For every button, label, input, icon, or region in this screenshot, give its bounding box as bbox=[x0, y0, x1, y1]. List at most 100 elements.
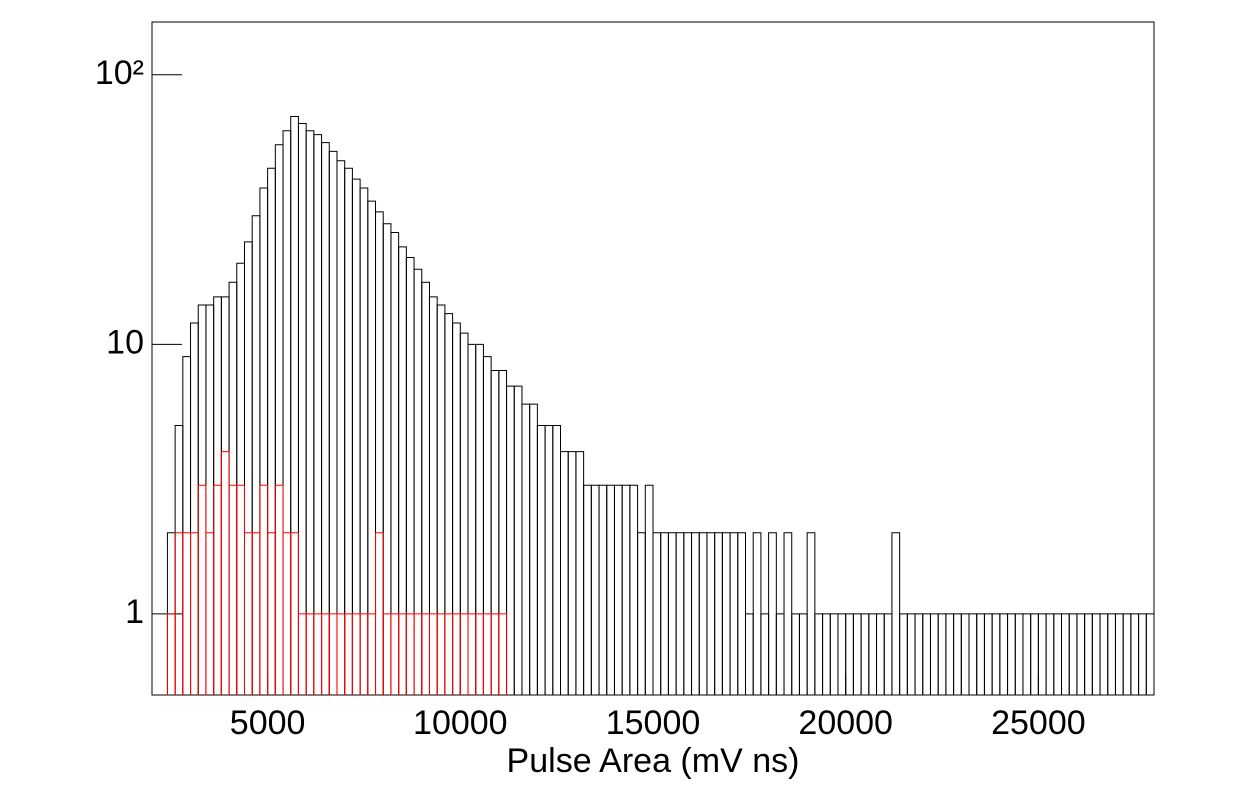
histogram-bin bbox=[822, 613, 831, 695]
histogram-bin bbox=[305, 130, 315, 695]
x-tick-label: 10000 bbox=[413, 704, 508, 742]
histogram-bin bbox=[837, 613, 847, 695]
histogram-bin bbox=[606, 484, 615, 695]
histogram-bin bbox=[297, 122, 307, 695]
histogram-bin bbox=[613, 484, 623, 695]
histogram-bin bbox=[390, 231, 400, 695]
histogram-bin bbox=[775, 613, 785, 695]
histogram-bin bbox=[906, 613, 916, 695]
histogram-bin bbox=[683, 532, 693, 695]
histogram-bin bbox=[220, 451, 230, 695]
histogram-bin bbox=[213, 296, 222, 695]
histogram-bin bbox=[860, 613, 870, 695]
histogram-bin bbox=[182, 532, 192, 695]
histogram-bin bbox=[552, 424, 562, 695]
histogram-bin bbox=[375, 532, 384, 695]
x-tick-label: 20000 bbox=[798, 704, 893, 742]
histogram-bin bbox=[691, 532, 700, 695]
histogram-bin bbox=[490, 369, 500, 695]
histogram-bin bbox=[729, 532, 739, 695]
histogram-bin bbox=[798, 613, 808, 695]
histogram-bin bbox=[598, 484, 608, 695]
histogram-bin bbox=[243, 532, 253, 695]
histogram-bin bbox=[1053, 613, 1063, 695]
histogram-bin bbox=[166, 613, 176, 695]
histogram-bin bbox=[714, 532, 723, 695]
histogram-bin bbox=[267, 532, 276, 695]
histogram-bin bbox=[529, 403, 538, 695]
histogram-bin bbox=[1068, 613, 1078, 695]
histogram-bin bbox=[1099, 613, 1109, 695]
histogram-bin bbox=[1145, 613, 1155, 695]
histogram-bin bbox=[174, 424, 184, 695]
histogram-bin bbox=[567, 451, 577, 695]
histogram-bin bbox=[359, 613, 369, 695]
histogram-bin bbox=[321, 142, 330, 695]
x-tick-label: 5000 bbox=[230, 704, 306, 742]
histogram-bin bbox=[829, 613, 839, 695]
histogram-bin bbox=[405, 256, 415, 695]
histogram-bin bbox=[398, 613, 407, 695]
histogram-bin bbox=[706, 532, 716, 695]
histogram-bin bbox=[428, 296, 438, 695]
histogram-bin bbox=[375, 211, 384, 695]
histogram-bin bbox=[436, 613, 446, 695]
histogram-bin bbox=[521, 403, 531, 695]
histogram-bin bbox=[845, 613, 854, 695]
histogram-bin bbox=[290, 532, 299, 695]
histogram-bin bbox=[467, 343, 477, 695]
histogram-bin bbox=[197, 304, 207, 695]
histogram-bin bbox=[752, 532, 762, 695]
histogram-bin bbox=[475, 343, 484, 695]
histogram-bin bbox=[983, 613, 993, 695]
histogram-bin bbox=[398, 246, 407, 695]
histogram-bin bbox=[1045, 613, 1055, 695]
histogram-bin bbox=[190, 322, 199, 695]
histogram-bin bbox=[367, 200, 377, 695]
histogram-bin bbox=[243, 241, 253, 695]
histogram-bin bbox=[498, 613, 508, 695]
histogram-bin bbox=[991, 613, 1001, 695]
histogram-bin bbox=[444, 613, 454, 695]
histogram-bin bbox=[236, 262, 245, 695]
histogram-bin bbox=[560, 451, 569, 695]
histogram-bin bbox=[660, 532, 669, 695]
histogram-bin bbox=[575, 451, 585, 695]
histogram-bin bbox=[513, 385, 523, 695]
histogram-bin bbox=[351, 178, 361, 695]
histogram-bin bbox=[876, 613, 885, 695]
histogram-bin bbox=[1076, 613, 1086, 695]
histogram-bin bbox=[1007, 613, 1016, 695]
histogram-bin bbox=[891, 532, 901, 695]
histogram-bin bbox=[482, 613, 492, 695]
histogram-bin bbox=[251, 532, 261, 695]
histogram-bin bbox=[236, 484, 245, 695]
histogram-bin bbox=[228, 281, 238, 695]
x-axis-label: Pulse Area (mV ns) bbox=[507, 742, 800, 780]
histogram-bin bbox=[182, 356, 192, 695]
histogram-bin bbox=[290, 116, 299, 695]
histogram-bin bbox=[1122, 613, 1132, 695]
histogram-bin bbox=[228, 484, 238, 695]
histogram-bin bbox=[259, 187, 269, 695]
histogram-bin bbox=[351, 613, 361, 695]
histogram-bin bbox=[313, 134, 323, 695]
histogram-bin bbox=[475, 613, 484, 695]
histogram-bin bbox=[968, 613, 978, 695]
histogram-bin bbox=[1061, 613, 1070, 695]
histogram-bin bbox=[506, 385, 515, 695]
histogram-bin bbox=[274, 144, 284, 695]
histogram-bin bbox=[274, 484, 284, 695]
histogram-bin bbox=[999, 613, 1009, 695]
histogram-bin bbox=[1037, 613, 1047, 695]
histogram-bin bbox=[536, 424, 546, 695]
histogram-bin bbox=[297, 613, 307, 695]
histogram-bin bbox=[413, 613, 423, 695]
histogram-bin bbox=[421, 281, 430, 695]
histogram-bin bbox=[868, 613, 878, 695]
histogram-bin bbox=[428, 613, 438, 695]
histogram-bin bbox=[482, 356, 492, 695]
histogram-bin bbox=[791, 613, 800, 695]
histogram-bin bbox=[205, 304, 215, 695]
